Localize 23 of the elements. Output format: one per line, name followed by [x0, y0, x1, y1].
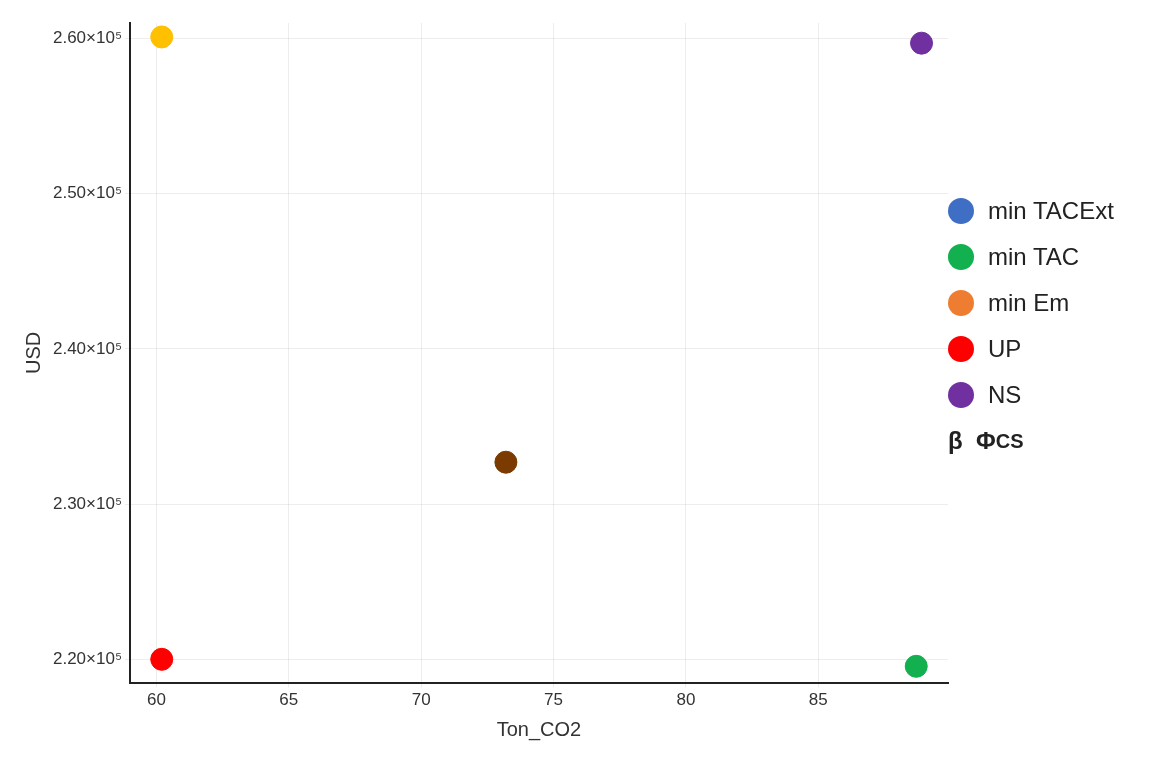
x-tick-label: 85	[808, 690, 828, 710]
point	[150, 25, 174, 49]
legend-label: min Em	[988, 289, 1070, 317]
x-tick-label: 60	[146, 690, 166, 710]
y-tick-label: 2.40×10⁵	[52, 338, 122, 358]
y-tick-label: 2.60×10⁵	[52, 28, 122, 48]
x-tick-label: 65	[279, 690, 299, 710]
y-tick-label: 2.30×10⁵	[52, 493, 122, 513]
x-tick-label: 80	[676, 690, 696, 710]
legend-label: UP	[988, 335, 1022, 363]
legend-label: min TACExt	[988, 197, 1114, 225]
y-axis-title: USD	[21, 331, 44, 374]
point	[910, 31, 934, 55]
point	[494, 450, 518, 474]
point	[904, 654, 928, 678]
y-tick-label: 2.50×10⁵	[52, 183, 122, 203]
legend-label: NS	[988, 381, 1022, 409]
point	[150, 647, 174, 671]
y-tick-label: 2.20×10⁵	[52, 649, 122, 669]
x-tick-label: 75	[544, 690, 564, 710]
x-axis-title: Ton_CO2	[496, 717, 582, 741]
x-tick-label: 70	[411, 690, 431, 710]
legend-label: min TAC	[988, 243, 1080, 271]
